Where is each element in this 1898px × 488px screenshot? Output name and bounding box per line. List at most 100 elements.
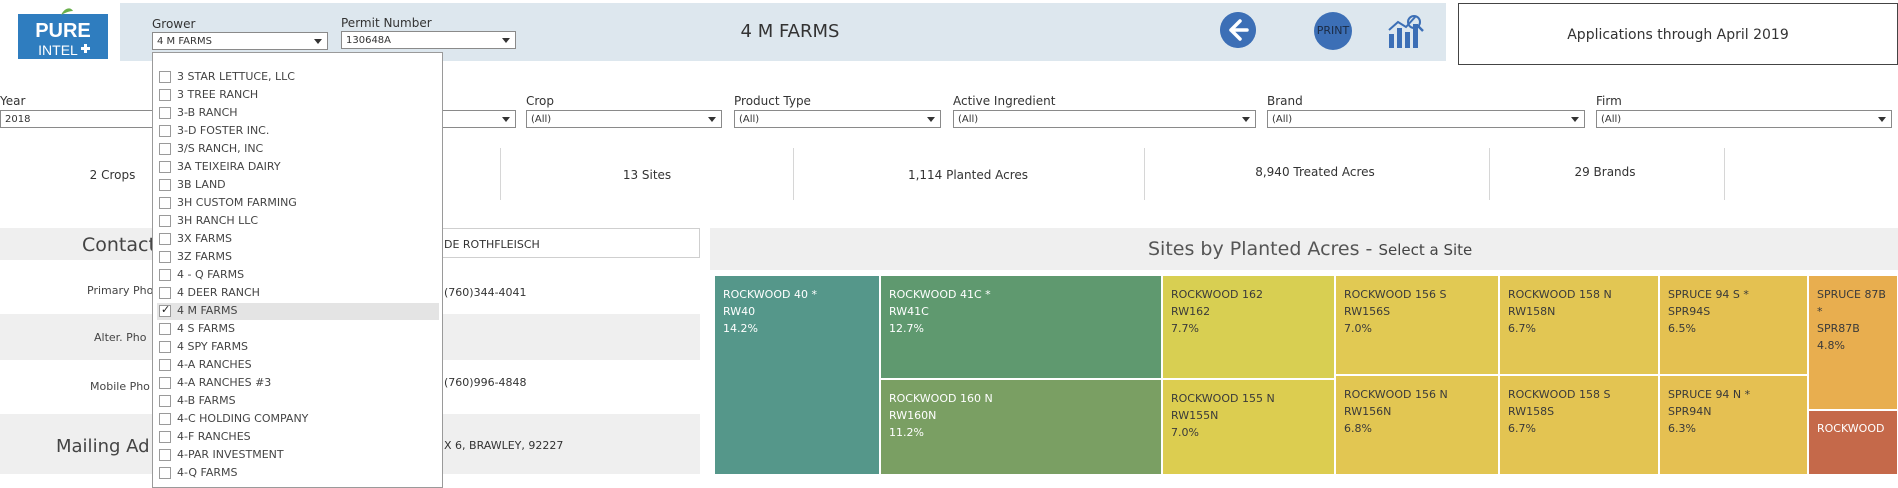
crop-type-select[interactable] — [440, 110, 516, 128]
checkbox-icon[interactable] — [159, 197, 171, 209]
grower-list-item[interactable]: 4 - Q FARMS — [157, 267, 439, 284]
print-button[interactable]: PRINT — [1314, 12, 1352, 50]
grower-list-item[interactable]: 4-B FARMS — [157, 393, 439, 410]
grower-list-item[interactable]: 3-B RANCH — [157, 105, 439, 122]
grower-select[interactable]: 4 M FARMS — [152, 32, 328, 50]
checkbox-icon[interactable] — [159, 179, 171, 191]
checkbox-icon[interactable] — [159, 431, 171, 443]
checkbox-icon[interactable] — [159, 341, 171, 353]
chevron-down-icon — [1878, 117, 1886, 122]
year-select[interactable]: 2018 — [0, 110, 160, 128]
chevron-down-icon — [502, 38, 510, 43]
grower-list-item-label: 3H RANCH LLC — [177, 214, 259, 227]
grower-list-item-label: 3B LAND — [177, 178, 226, 191]
site-tile[interactable]: SPRUCE 94 S * SPR94S 6.5% — [1659, 275, 1808, 375]
back-arrow-icon[interactable] — [1220, 12, 1256, 48]
grower-list-item[interactable]: 4 S FARMS — [157, 321, 439, 338]
grower-list-item[interactable]: 3 TREE RANCH — [157, 87, 439, 104]
grower-list-item[interactable]: 4-F RANCHES — [157, 429, 439, 446]
checkbox-icon[interactable] — [159, 377, 171, 389]
site-tile[interactable]: ROCKWOOD 156 N RW156N 6.8% — [1335, 375, 1499, 475]
site-tile-code: RW156N — [1344, 405, 1392, 418]
site-tile[interactable]: SPRUCE 87B * SPR87B 4.8% — [1808, 275, 1898, 410]
site-tile-code: SPR94S — [1668, 305, 1711, 318]
grower-list-item[interactable]: 3A TEIXEIRA DAIRY — [157, 159, 439, 176]
grower-list-item[interactable]: 3Z FARMS — [157, 249, 439, 266]
grower-dropdown-list[interactable]: 3 STAR LETTUCE, LLC 3 TREE RANCH 3-B RANCH… — [152, 52, 443, 488]
checkbox-icon[interactable] — [159, 89, 171, 101]
site-tile[interactable]: ROCKWOOD 156 S RW156S 7.0% — [1335, 275, 1499, 375]
grower-list-item[interactable]: 4-A RANCHES #3 — [157, 375, 439, 392]
checkbox-icon[interactable] — [159, 467, 171, 479]
grower-select-value: 4 M FARMS — [157, 36, 212, 47]
site-tile[interactable]: ROCKWOOD — [1808, 410, 1898, 475]
checkbox-icon[interactable] — [159, 359, 171, 371]
grower-list-item[interactable]: 4-A RANCHES — [157, 357, 439, 374]
grower-list-item-label: 4-B FARMS — [177, 394, 236, 407]
grower-list-item-label: 3 TREE RANCH — [177, 88, 259, 101]
checkbox-icon[interactable] — [159, 71, 171, 83]
brand-select[interactable]: (All) — [1267, 110, 1585, 128]
chevron-down-icon — [1571, 117, 1579, 122]
site-tile-percent: 6.7% — [1508, 422, 1536, 435]
grower-list-item[interactable]: 4 DEER RANCH — [157, 285, 439, 302]
firm-select[interactable]: (All) — [1596, 110, 1892, 128]
year-label: Year — [0, 94, 26, 108]
site-tile-code: RW40 — [723, 305, 756, 318]
chevron-down-icon — [708, 117, 716, 122]
checkbox-icon[interactable] — [159, 161, 171, 173]
grower-list-item[interactable]: 3-D FOSTER INC. — [157, 123, 439, 140]
permit-select[interactable]: 130648A — [341, 31, 516, 49]
grower-list-item[interactable]: 4-C HOLDING COMPANY — [157, 411, 439, 428]
grower-list-item[interactable]: 4 M FARMS — [157, 303, 439, 320]
checkbox-icon[interactable] — [159, 233, 171, 245]
grower-list-item-label: 3/S RANCH, INC — [177, 142, 264, 155]
brand-label: Brand — [1267, 94, 1303, 108]
grower-list-item[interactable]: 4 SPY FARMS — [157, 339, 439, 356]
firm-select-value: (All) — [1601, 114, 1622, 125]
grower-list-item[interactable]: 3X FARMS — [157, 231, 439, 248]
grower-list-item[interactable]: 4-Q FARMS — [157, 465, 439, 482]
grower-list-item[interactable]: 3 STAR LETTUCE, LLC — [157, 69, 439, 86]
stat-divider — [1144, 148, 1145, 200]
grower-list-item[interactable]: 3/S RANCH, INC — [157, 141, 439, 158]
grower-list-item[interactable]: 3H RANCH LLC — [157, 213, 439, 230]
grower-list-item[interactable]: 3H CUSTOM FARMING — [157, 195, 439, 212]
grower-list-item-label: 4-A RANCHES — [177, 358, 252, 371]
site-tile[interactable]: ROCKWOOD 40 * RW40 14.2% — [714, 275, 880, 475]
active-ingredient-label: Active Ingredient — [953, 94, 1056, 108]
site-tile-name: SPRUCE 87B * — [1817, 288, 1886, 318]
active-ingredient-select[interactable]: (All) — [953, 110, 1256, 128]
checkbox-icon[interactable] — [159, 215, 171, 227]
checkbox-icon[interactable] — [159, 413, 171, 425]
site-tile[interactable]: ROCKWOOD 160 N RW160N 11.2% — [880, 379, 1162, 475]
checkbox-icon[interactable] — [159, 449, 171, 461]
checkbox-icon[interactable] — [159, 287, 171, 299]
chevron-down-icon — [502, 117, 510, 122]
checkbox-icon[interactable] — [159, 251, 171, 263]
site-tile[interactable]: ROCKWOOD 41C * RW41C 12.7% — [880, 275, 1162, 379]
checkbox-icon[interactable] — [159, 395, 171, 407]
site-tile[interactable]: ROCKWOOD 155 N RW155N 7.0% — [1162, 379, 1335, 475]
crop-select[interactable]: (All) — [526, 110, 722, 128]
site-tile[interactable]: ROCKWOOD 158 S RW158S 6.7% — [1499, 375, 1659, 475]
site-tile-name: ROCKWOOD 40 * — [723, 288, 817, 301]
stat-planted-acres: 1,114 Planted Acres — [907, 168, 1029, 182]
grower-list-item[interactable]: 4-PAR INVESTMENT — [157, 447, 439, 464]
site-tile[interactable]: ROCKWOOD 158 N RW158N 6.7% — [1499, 275, 1659, 375]
site-tile-percent: 6.8% — [1344, 422, 1372, 435]
checkbox-icon[interactable] — [159, 303, 171, 317]
site-tile[interactable]: SPRUCE 94 N * SPR94N 6.3% — [1659, 375, 1808, 475]
pure-intel-logo[interactable]: PURE INTEL — [18, 5, 108, 59]
checkbox-icon[interactable] — [159, 323, 171, 335]
checkbox-icon[interactable] — [159, 125, 171, 137]
product-type-select-value: (All) — [739, 114, 760, 125]
site-tile[interactable]: ROCKWOOD 162 RW162 7.7% — [1162, 275, 1335, 379]
product-type-select[interactable]: (All) — [734, 110, 941, 128]
grower-list-item-label: 4-C HOLDING COMPANY — [177, 412, 309, 425]
checkbox-icon[interactable] — [159, 107, 171, 119]
grower-list-item[interactable]: 3B LAND — [157, 177, 439, 194]
checkbox-icon[interactable] — [159, 269, 171, 281]
analytics-chart-icon[interactable] — [1386, 12, 1424, 50]
checkbox-icon[interactable] — [159, 143, 171, 155]
